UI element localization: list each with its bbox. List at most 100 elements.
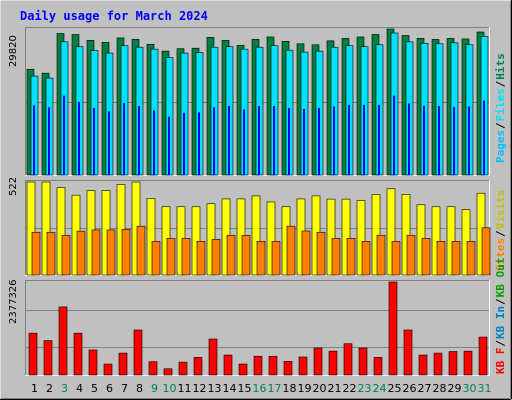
x-tick-label: 12 — [193, 382, 207, 395]
pages-bar — [243, 109, 245, 175]
visits-bar — [136, 225, 146, 276]
pages-bar — [48, 107, 50, 175]
pages-bar — [258, 105, 260, 175]
kb-bar — [103, 363, 113, 376]
x-tick-label: 6 — [106, 382, 113, 395]
sites-bar — [191, 206, 201, 276]
panel-1-ymax-label: 29820 — [8, 35, 19, 67]
pages-bar — [153, 110, 155, 175]
kb-bar — [118, 352, 128, 376]
legend-sites: Sites — [494, 238, 507, 271]
x-tick-label: 3 — [61, 382, 68, 395]
panel-3-ymax-label: 2377326 — [8, 279, 19, 324]
visits-bar — [76, 230, 86, 276]
visits-bar — [226, 234, 236, 276]
pages-bar — [93, 107, 95, 175]
visits-bar — [331, 237, 341, 276]
sites-bar — [326, 198, 336, 276]
pages-bar — [423, 105, 425, 175]
visits-bar — [91, 229, 101, 276]
pages-bar — [63, 95, 65, 175]
kb-bar — [43, 340, 53, 376]
x-tick-label: 30 — [463, 382, 477, 395]
visits-bar — [61, 235, 71, 276]
pages-bar — [318, 107, 320, 175]
kb-bar — [58, 306, 68, 376]
pages-bar — [273, 105, 275, 175]
x-axis-labels: 1 2 3 4 5 6 7 8 9 10 11 12 13 14 15 16 17 18 19 20 21 22 23 24 2… — [31, 382, 492, 395]
x-tick-label: 19 — [298, 382, 312, 395]
visits-bar — [31, 231, 41, 276]
sites-bar — [401, 194, 411, 276]
sites-bar — [371, 194, 381, 276]
visits-bar — [211, 239, 221, 276]
pages-bar — [468, 106, 470, 175]
visits-bar — [166, 237, 176, 276]
kb-bar — [298, 356, 308, 376]
legend-visits: Visits — [494, 190, 507, 230]
visits-bar — [451, 241, 461, 276]
visits-bar — [271, 241, 281, 276]
pages-bar — [333, 106, 335, 175]
kb-bar — [253, 355, 263, 376]
x-tick-label: 11 — [178, 382, 192, 395]
chart-title: Daily usage for March 2024 — [20, 9, 208, 23]
legend-kb-in: KB In — [494, 306, 507, 339]
pages-bar — [228, 105, 230, 175]
legend-files: Files — [494, 88, 507, 121]
x-tick-label: 24 — [373, 382, 387, 395]
kb-bar — [268, 355, 278, 376]
legend-sep: / — [494, 340, 507, 347]
visits-bar — [151, 241, 161, 276]
x-tick-label: 21 — [328, 382, 342, 395]
pages-bar — [483, 100, 485, 175]
x-tick-label: 17 — [268, 382, 282, 395]
visits-bar — [46, 231, 56, 276]
x-tick-label: 14 — [223, 382, 237, 395]
x-tick-label: 18 — [283, 382, 297, 395]
legend-sep: / — [494, 230, 507, 237]
kb-bar — [148, 361, 158, 376]
x-tick-label: 13 — [208, 382, 222, 395]
sites-bar — [26, 181, 36, 276]
visits-bar — [421, 237, 431, 276]
sites-bar — [266, 201, 276, 276]
kb-bar — [448, 351, 458, 376]
visits-bar — [301, 230, 311, 276]
sites-bar — [41, 181, 51, 276]
sites-bar — [431, 206, 441, 276]
visits-bar — [196, 241, 206, 276]
kb-bar — [388, 281, 398, 376]
visits-bar — [346, 237, 356, 276]
visits-bar — [361, 241, 371, 276]
legend-pages: Pages — [494, 130, 507, 163]
visits-bar — [241, 234, 251, 276]
x-tick-label: 31 — [478, 382, 492, 395]
kb-bar — [463, 350, 473, 376]
visits-bar — [256, 241, 266, 276]
kb-bar — [433, 352, 443, 376]
chart-panels: 29820Pages/Files/Hits522Sites/Visits2377… — [8, 27, 507, 376]
x-tick-label: 7 — [121, 382, 128, 395]
pages-bar — [78, 102, 80, 175]
kb-bar — [478, 336, 488, 376]
x-tick-label: 5 — [91, 382, 98, 395]
kb-bar — [403, 329, 413, 376]
sites-bar — [446, 206, 456, 276]
pages-bar — [378, 104, 380, 175]
visits-bar — [406, 234, 416, 276]
pages-bar — [198, 112, 200, 175]
pages-bar — [348, 104, 350, 175]
legend-hits: Hits — [494, 53, 507, 80]
visits-bar — [466, 241, 476, 276]
pages-bar — [303, 108, 305, 175]
kb-bar — [283, 361, 293, 376]
visits-bar — [106, 229, 116, 276]
sites-bar — [341, 198, 351, 276]
legend-kb-f: KB F — [494, 348, 507, 375]
kb-bar — [328, 350, 338, 376]
visits-bar — [286, 225, 296, 276]
visits-bar — [481, 227, 491, 276]
pages-bar — [168, 116, 170, 175]
